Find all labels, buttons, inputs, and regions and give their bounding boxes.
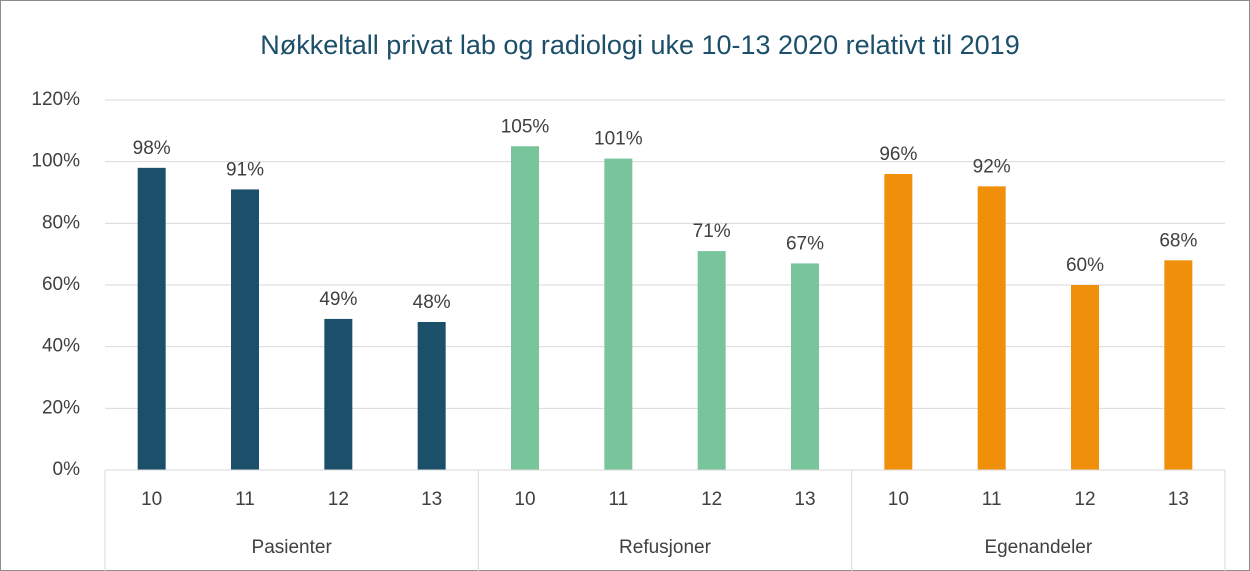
x-tick-label: 11 [235, 489, 255, 510]
group-label: Egenandeler [984, 537, 1092, 558]
data-label: 60% [1066, 255, 1104, 276]
data-label: 98% [133, 138, 171, 159]
y-tick-label: 20% [42, 397, 80, 418]
x-tick-label: 12 [701, 489, 722, 510]
x-tick-label: 13 [1168, 489, 1189, 510]
data-label: 49% [319, 289, 357, 310]
data-label: 68% [1159, 230, 1197, 251]
x-tick-label: 10 [514, 489, 535, 510]
group-label: Refusjoner [619, 537, 712, 558]
data-label: 67% [786, 233, 824, 254]
y-tick-label: 0% [53, 459, 81, 480]
data-label: 91% [226, 159, 264, 180]
y-tick-label: 100% [31, 151, 80, 172]
data-label: 101% [594, 129, 643, 150]
x-tick-label: 10 [888, 489, 909, 510]
data-label: 71% [693, 221, 731, 242]
bar [977, 186, 1006, 471]
bar [511, 146, 539, 470]
bar [231, 189, 259, 470]
bar [1164, 260, 1193, 470]
data-label: 48% [413, 292, 451, 313]
y-tick-label: 80% [42, 212, 80, 233]
data-label: 96% [879, 144, 917, 165]
y-tick-label: 60% [42, 274, 80, 295]
bar [417, 322, 446, 470]
x-tick-label: 10 [141, 489, 162, 510]
bar [604, 158, 633, 471]
bar [137, 167, 166, 471]
x-tick-label: 13 [794, 489, 815, 510]
chart-title: Nøkkeltall privat lab og radiologi uke 1… [260, 30, 1019, 60]
x-tick-label: 12 [328, 489, 349, 510]
x-tick-label: 12 [1074, 489, 1095, 510]
group-label: Pasienter [252, 537, 333, 558]
data-label: 92% [973, 156, 1011, 177]
bar [324, 318, 353, 470]
y-tick-label: 120% [31, 89, 80, 110]
x-tick-label: 11 [982, 489, 1002, 510]
y-tick-label: 40% [42, 336, 80, 357]
bar [884, 174, 913, 470]
x-tick-label: 13 [421, 489, 442, 510]
bar [1071, 285, 1099, 470]
x-tick-label: 11 [608, 489, 628, 510]
bar [697, 251, 726, 470]
bar [791, 263, 819, 470]
data-label: 105% [501, 116, 550, 137]
